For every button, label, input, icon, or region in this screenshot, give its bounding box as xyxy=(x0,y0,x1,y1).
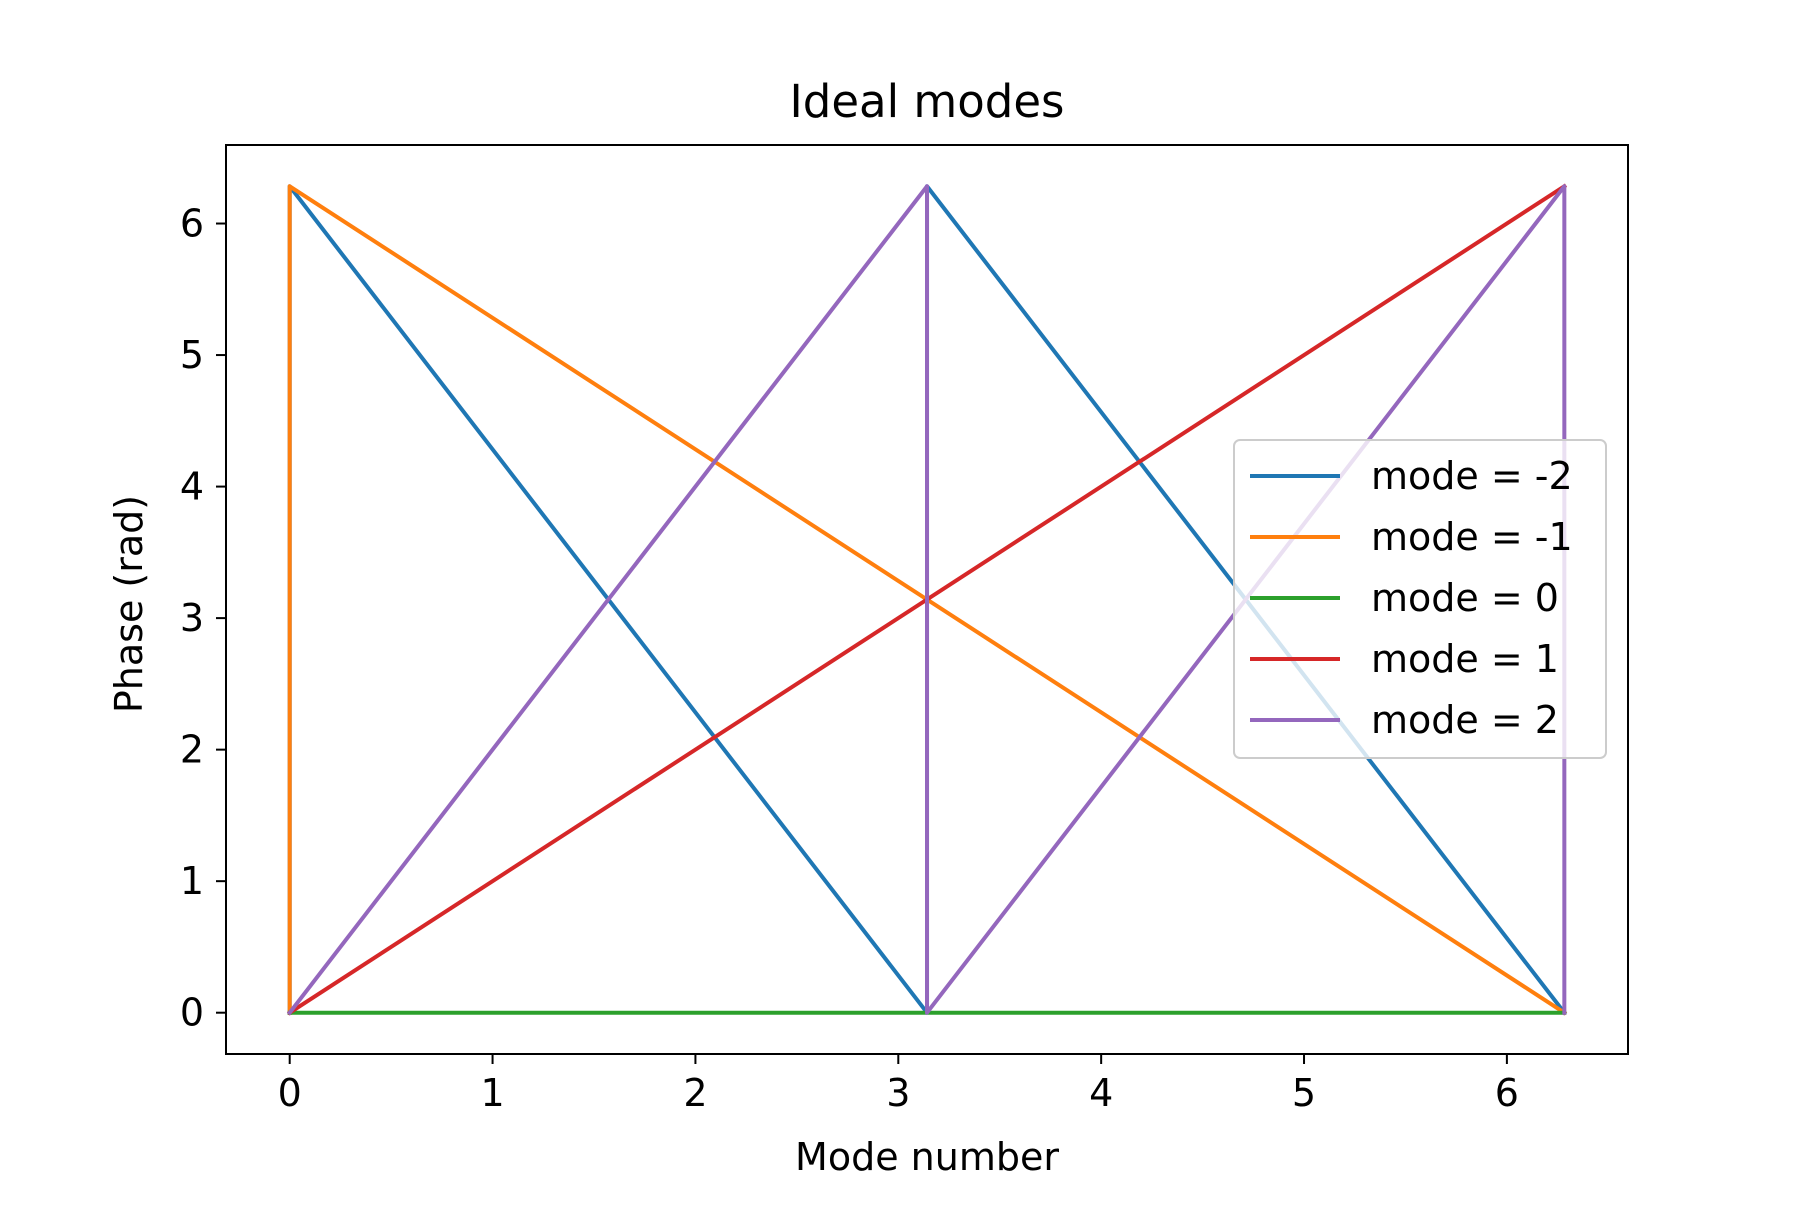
y-axis-label: Phase (rad) xyxy=(107,495,151,713)
legend-label: mode = 0 xyxy=(1371,576,1559,620)
legend-label: mode = -2 xyxy=(1371,454,1573,498)
y-axis-ticks: 0 1 2 3 4 5 6 xyxy=(180,202,226,1035)
x-tick-label: 5 xyxy=(1292,1071,1316,1115)
x-tick-label: 6 xyxy=(1495,1071,1519,1115)
y-tick-label: 4 xyxy=(180,465,204,509)
x-tick-label: 1 xyxy=(480,1071,504,1115)
x-tick-label: 3 xyxy=(886,1071,910,1115)
x-tick-label: 0 xyxy=(278,1071,302,1115)
chart-title: Ideal modes xyxy=(790,75,1065,128)
x-axis-label: Mode number xyxy=(795,1135,1059,1179)
x-axis-ticks: 0 1 2 3 4 5 6 xyxy=(278,1054,1519,1115)
x-tick-label: 4 xyxy=(1089,1071,1113,1115)
y-tick-label: 5 xyxy=(180,333,204,377)
y-tick-label: 0 xyxy=(180,991,204,1035)
y-tick-label: 2 xyxy=(180,728,204,772)
x-tick-label: 2 xyxy=(683,1071,707,1115)
y-tick-label: 1 xyxy=(180,859,204,903)
legend-label: mode = 1 xyxy=(1371,637,1559,681)
y-tick-label: 6 xyxy=(180,202,204,246)
legend-box xyxy=(1233,439,1607,759)
y-tick-label: 3 xyxy=(180,596,204,640)
legend: mode = -2 mode = -1 mode = 0 mode = 1 mode =… xyxy=(1233,439,1607,759)
plot-area-frame xyxy=(225,144,1629,1055)
legend-label: mode = 2 xyxy=(1371,698,1559,742)
legend-label: mode = -1 xyxy=(1371,515,1573,559)
